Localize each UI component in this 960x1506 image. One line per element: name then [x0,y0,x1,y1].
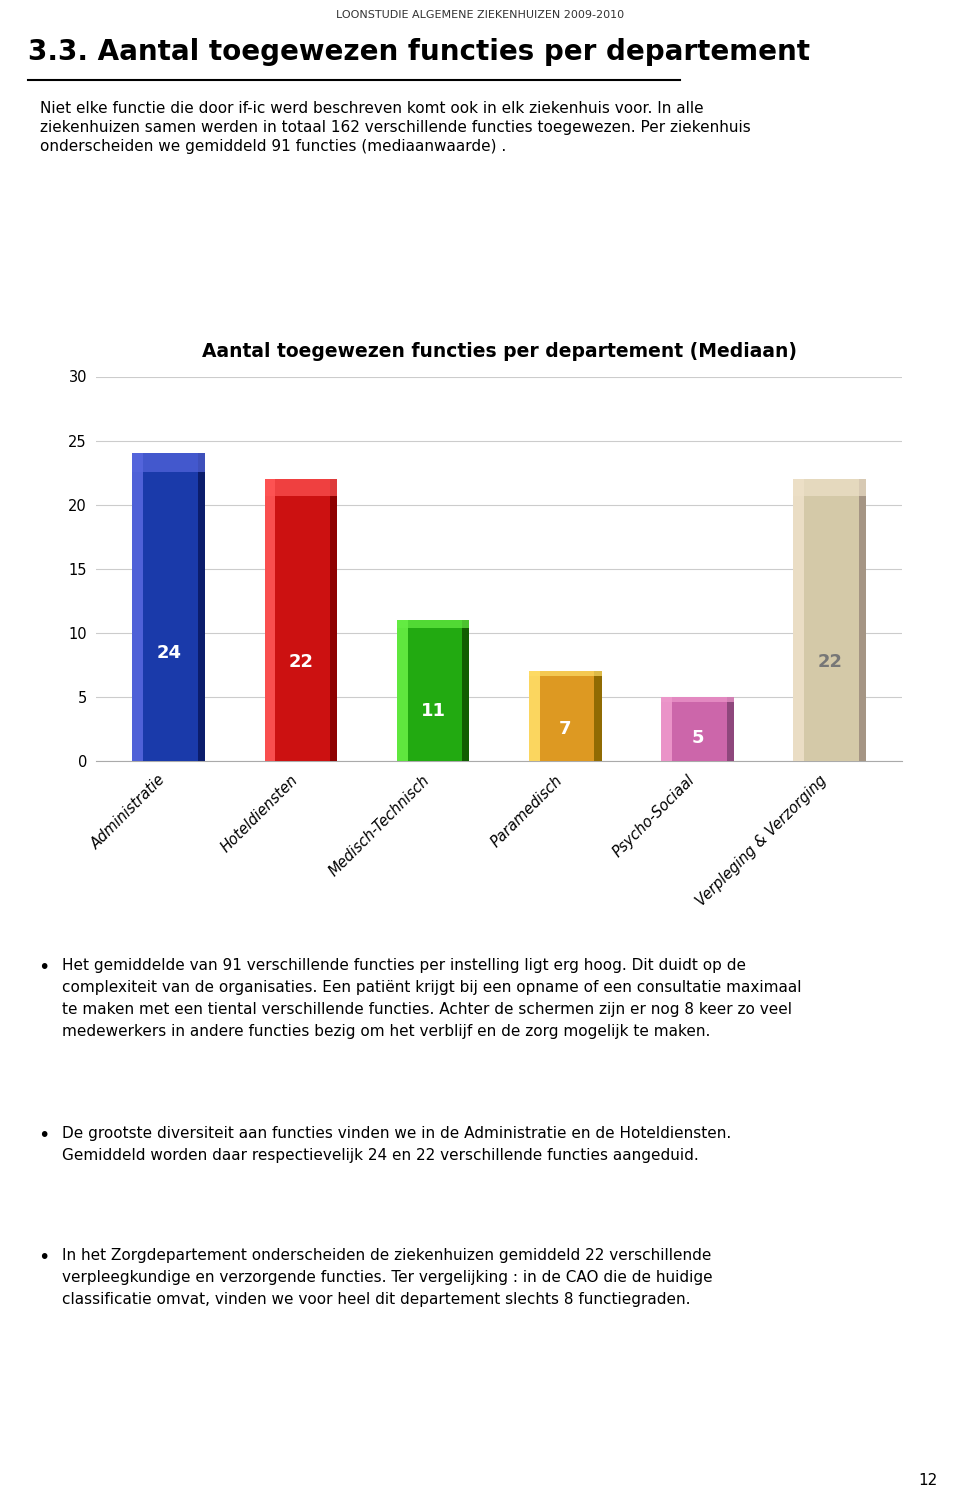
Title: Aantal toegewezen functies per departement (Mediaan): Aantal toegewezen functies per departeme… [202,342,797,361]
Bar [727,696,733,761]
Text: classificatie omvat, vinden we voor heel dit departement slechts 8 functiegraden: classificatie omvat, vinden we voor heel… [62,1292,690,1307]
Text: LOONSTUDIE ALGEMENE ZIEKENHUIZEN 2009-2010: LOONSTUDIE ALGEMENE ZIEKENHUIZEN 2009-20… [336,11,624,20]
Bar [661,696,672,761]
Text: De grootste diversiteit aan functies vinden we in de Administratie en de Hoteldi: De grootste diversiteit aan functies vin… [62,1126,732,1142]
Bar [462,620,469,761]
Bar [396,620,408,761]
Bar [793,479,866,495]
Text: Niet elke functie die door if-ic werd beschreven komt ook in elk ziekenhuis voor: Niet elke functie die door if-ic werd be… [40,101,704,116]
Text: 22: 22 [288,654,313,672]
Text: verpleegkundige en verzorgende functies. Ter vergelijking : in de CAO die de hui: verpleegkundige en verzorgende functies.… [62,1270,712,1285]
Text: 3.3. Aantal toegewezen functies per departement: 3.3. Aantal toegewezen functies per depa… [28,38,810,66]
Bar [132,453,143,761]
Text: 7: 7 [559,720,571,738]
Bar [265,479,337,761]
Text: •: • [38,1248,49,1267]
Text: •: • [38,1126,49,1145]
Text: 22: 22 [817,654,842,672]
Text: 12: 12 [919,1473,938,1488]
Bar [661,696,733,761]
Bar [198,453,205,761]
Text: Het gemiddelde van 91 verschillende functies per instelling ligt erg hoog. Dit d: Het gemiddelde van 91 verschillende func… [62,958,746,973]
Bar [265,479,276,761]
Bar [396,620,469,628]
Bar [132,453,205,761]
Bar [265,479,337,495]
Bar [396,620,469,761]
Text: 24: 24 [156,645,181,663]
Bar [529,672,602,676]
Bar [594,672,602,761]
Text: medewerkers in andere functies bezig om het verblijf en de zorg mogelijk te make: medewerkers in andere functies bezig om … [62,1024,710,1039]
Text: complexiteit van de organisaties. Een patiënt krijgt bij een opname of een consu: complexiteit van de organisaties. Een pa… [62,980,802,995]
Text: 11: 11 [420,702,445,720]
Text: Gemiddeld worden daar respectievelijk 24 en 22 verschillende functies aangeduid.: Gemiddeld worden daar respectievelijk 24… [62,1148,699,1163]
Bar [529,672,602,761]
Bar [793,479,804,761]
Bar [661,696,733,702]
Bar [330,479,337,761]
Text: 5: 5 [691,729,704,747]
Bar [132,453,205,471]
Text: •: • [38,958,49,977]
Bar [859,479,866,761]
Bar [529,672,540,761]
Text: te maken met een tiental verschillende functies. Achter de schermen zijn er nog : te maken met een tiental verschillende f… [62,1001,792,1017]
Text: ziekenhuizen samen werden in totaal 162 verschillende functies toegewezen. Per z: ziekenhuizen samen werden in totaal 162 … [40,120,751,136]
Bar [793,479,866,761]
Text: onderscheiden we gemiddeld 91 functies (mediaanwaarde) .: onderscheiden we gemiddeld 91 functies (… [40,139,506,154]
Text: In het Zorgdepartement onderscheiden de ziekenhuizen gemiddeld 22 verschillende: In het Zorgdepartement onderscheiden de … [62,1248,711,1264]
